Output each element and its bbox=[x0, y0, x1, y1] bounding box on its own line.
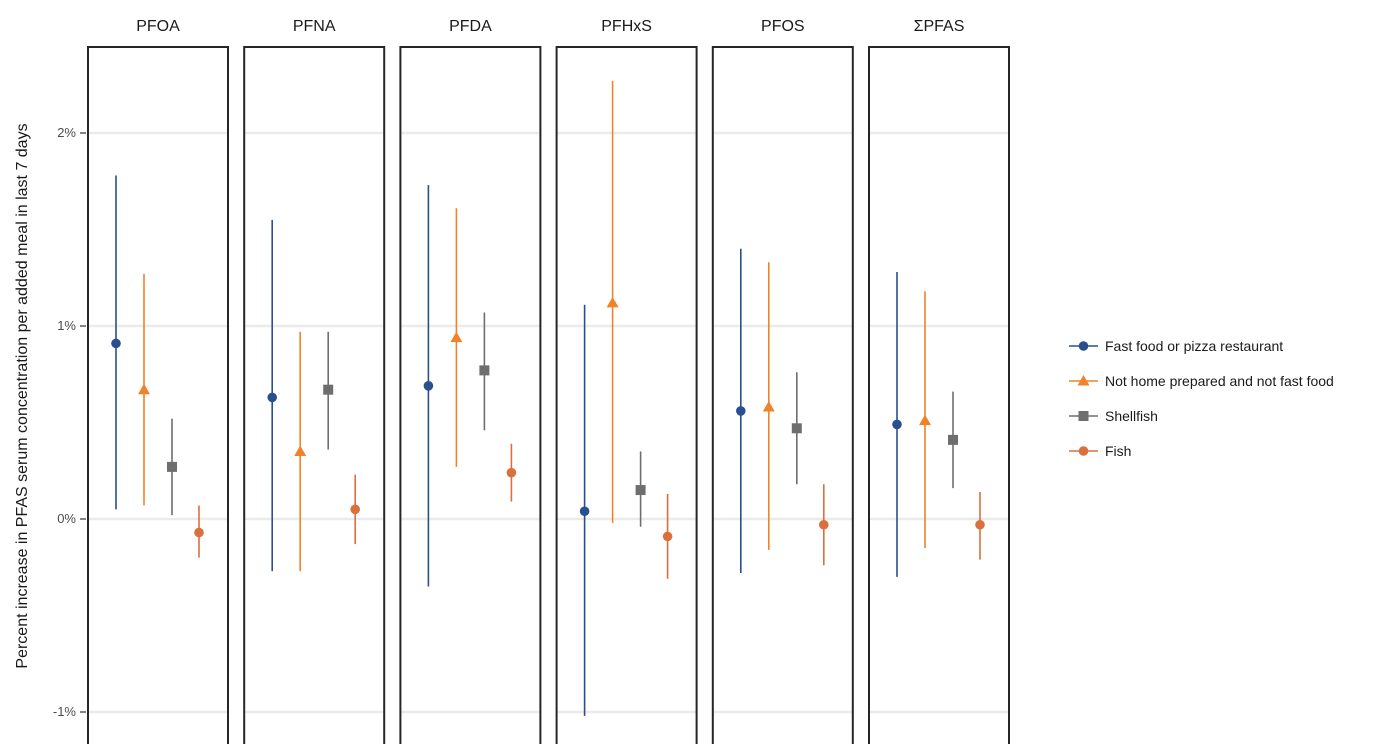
panel-border bbox=[868, 46, 1010, 744]
point-marker bbox=[635, 485, 646, 496]
point-fish bbox=[506, 443, 517, 502]
legend-marker bbox=[1078, 446, 1089, 456]
point-marker bbox=[819, 519, 829, 530]
legend-marker bbox=[1078, 341, 1089, 351]
point-marker bbox=[423, 381, 434, 391]
point-marker bbox=[111, 338, 121, 349]
facet-title: ΣPFAS bbox=[914, 18, 965, 35]
point-marker bbox=[450, 331, 463, 343]
point-shellfish bbox=[167, 418, 177, 516]
point-shellfish bbox=[948, 391, 958, 489]
y-axis-label: Percent increase in PFAS serum concentra… bbox=[14, 123, 31, 668]
y-tick-label: 0% bbox=[57, 511, 76, 526]
legend-marker bbox=[1078, 411, 1089, 421]
facet-title: PFHxS bbox=[601, 18, 652, 35]
point-fast-food-or-pizza-restaurant bbox=[736, 248, 746, 574]
point-marker bbox=[479, 365, 490, 376]
facet-title: PFOA bbox=[136, 18, 180, 35]
point-fast-food-or-pizza-restaurant bbox=[267, 219, 278, 572]
point-marker bbox=[167, 461, 177, 472]
point-marker bbox=[323, 384, 334, 395]
y-tick-label: 2% bbox=[57, 125, 76, 140]
point-fast-food-or-pizza-restaurant bbox=[111, 175, 121, 510]
point-shellfish bbox=[635, 451, 646, 527]
point-marker bbox=[350, 504, 361, 515]
point-marker bbox=[267, 392, 278, 403]
point-marker bbox=[579, 506, 590, 517]
panel-border bbox=[555, 46, 698, 744]
point-marker bbox=[892, 419, 902, 430]
point-marker bbox=[194, 527, 204, 538]
point-marker bbox=[506, 467, 517, 478]
facet-title: PFDA bbox=[449, 18, 492, 35]
facet-pfhxs: PFHxS bbox=[555, 18, 698, 744]
point-shellfish bbox=[791, 372, 802, 485]
point-not-home-prepared-and-not-fast-food bbox=[450, 208, 463, 467]
point-marker bbox=[919, 414, 931, 426]
legend-item-fast-food-or-pizza-restaurant: Fast food or pizza restaurant bbox=[1069, 338, 1283, 354]
y-tick-label: -1% bbox=[53, 704, 77, 719]
facet-pfoa: PFOA bbox=[87, 18, 229, 744]
panel-border bbox=[243, 46, 386, 744]
point-fish bbox=[350, 474, 361, 545]
point-not-home-prepared-and-not-fast-food bbox=[294, 331, 307, 572]
point-marker bbox=[762, 401, 775, 412]
point-fish bbox=[662, 493, 673, 579]
point-shellfish bbox=[479, 312, 490, 431]
panel-border bbox=[711, 46, 854, 744]
point-not-home-prepared-and-not-fast-food bbox=[919, 291, 931, 548]
facet-title: PFOS bbox=[761, 18, 805, 35]
point-not-home-prepared-and-not-fast-food bbox=[606, 80, 619, 523]
legend-item-shellfish: Shellfish bbox=[1069, 408, 1158, 424]
facet-pfda: PFDA bbox=[399, 18, 542, 744]
legend-marker bbox=[1077, 375, 1090, 386]
facet-title: PFNA bbox=[293, 18, 336, 35]
point-marker bbox=[606, 296, 619, 308]
point-shellfish bbox=[323, 331, 334, 450]
legend-label: Fish bbox=[1105, 443, 1131, 459]
panel-border bbox=[399, 46, 542, 744]
legend-label: Shellfish bbox=[1105, 408, 1158, 424]
point-not-home-prepared-and-not-fast-food bbox=[138, 273, 150, 506]
point-marker bbox=[948, 434, 958, 445]
point-fast-food-or-pizza-restaurant bbox=[892, 271, 902, 577]
point-fast-food-or-pizza-restaurant bbox=[579, 304, 590, 716]
panel-border bbox=[87, 46, 229, 744]
y-tick-label: 1% bbox=[57, 318, 76, 333]
facet-pfas: ΣPFAS bbox=[868, 18, 1010, 744]
legend: Fast food or pizza restaurant Not home pr… bbox=[1069, 338, 1334, 459]
point-fast-food-or-pizza-restaurant bbox=[423, 185, 434, 587]
facet-pfos: PFOS bbox=[711, 18, 854, 744]
point-marker bbox=[791, 423, 802, 434]
point-fish bbox=[819, 484, 829, 566]
legend-label: Fast food or pizza restaurant bbox=[1105, 338, 1283, 354]
legend-label: Not home prepared and not fast food bbox=[1105, 373, 1334, 389]
point-marker bbox=[138, 383, 150, 395]
point-fish bbox=[194, 505, 204, 558]
point-not-home-prepared-and-not-fast-food bbox=[762, 262, 775, 550]
point-marker bbox=[662, 531, 673, 542]
legend-item-fish: Fish bbox=[1069, 443, 1131, 459]
point-marker bbox=[294, 445, 307, 456]
legend-item-not-home-prepared-and-not-fast-food: Not home prepared and not fast food bbox=[1069, 373, 1334, 389]
facet-pfna: PFNA bbox=[243, 18, 386, 744]
facets: PFOA PFNA PFDA PFHxS PFOS ΣPFAS bbox=[87, 18, 1010, 744]
point-fish bbox=[975, 491, 985, 560]
point-marker bbox=[736, 406, 746, 416]
y-axis: -1% 0% 1% 2% bbox=[53, 125, 86, 719]
point-marker bbox=[975, 519, 985, 530]
